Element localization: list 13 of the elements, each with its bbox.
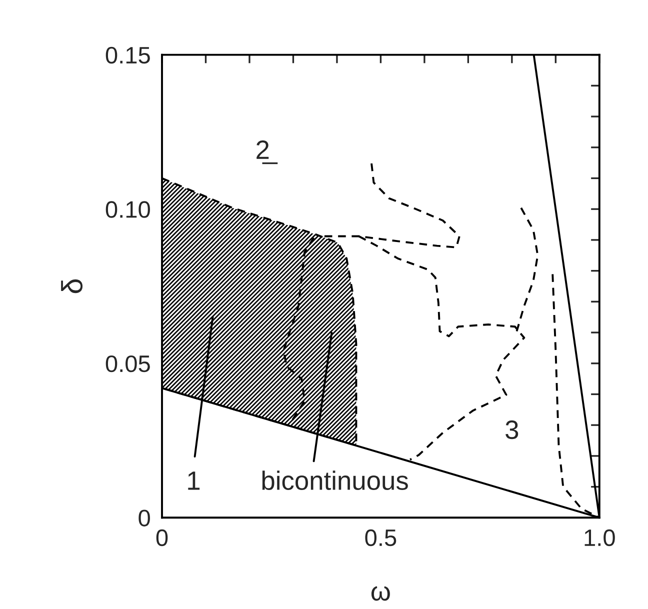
- y-tick-label: 0: [138, 510, 150, 526]
- y-tick-label: 0.10: [106, 201, 150, 218]
- annotation: 1: [188, 472, 200, 490]
- x-axis-title: ω: [371, 586, 390, 601]
- x-tick-label: 0.5: [365, 529, 396, 546]
- annotation: 2̲: [256, 140, 278, 164]
- x-tick-label: 1.0: [584, 529, 615, 546]
- y-tick-label: 0.15: [106, 46, 150, 64]
- x-tick-label: 0: [156, 529, 168, 546]
- y-axis-title: δ: [61, 279, 83, 294]
- annotation: bicontinuous: [262, 470, 408, 490]
- y-tick-label: 0.05: [106, 355, 150, 372]
- annotation: 3: [506, 420, 518, 440]
